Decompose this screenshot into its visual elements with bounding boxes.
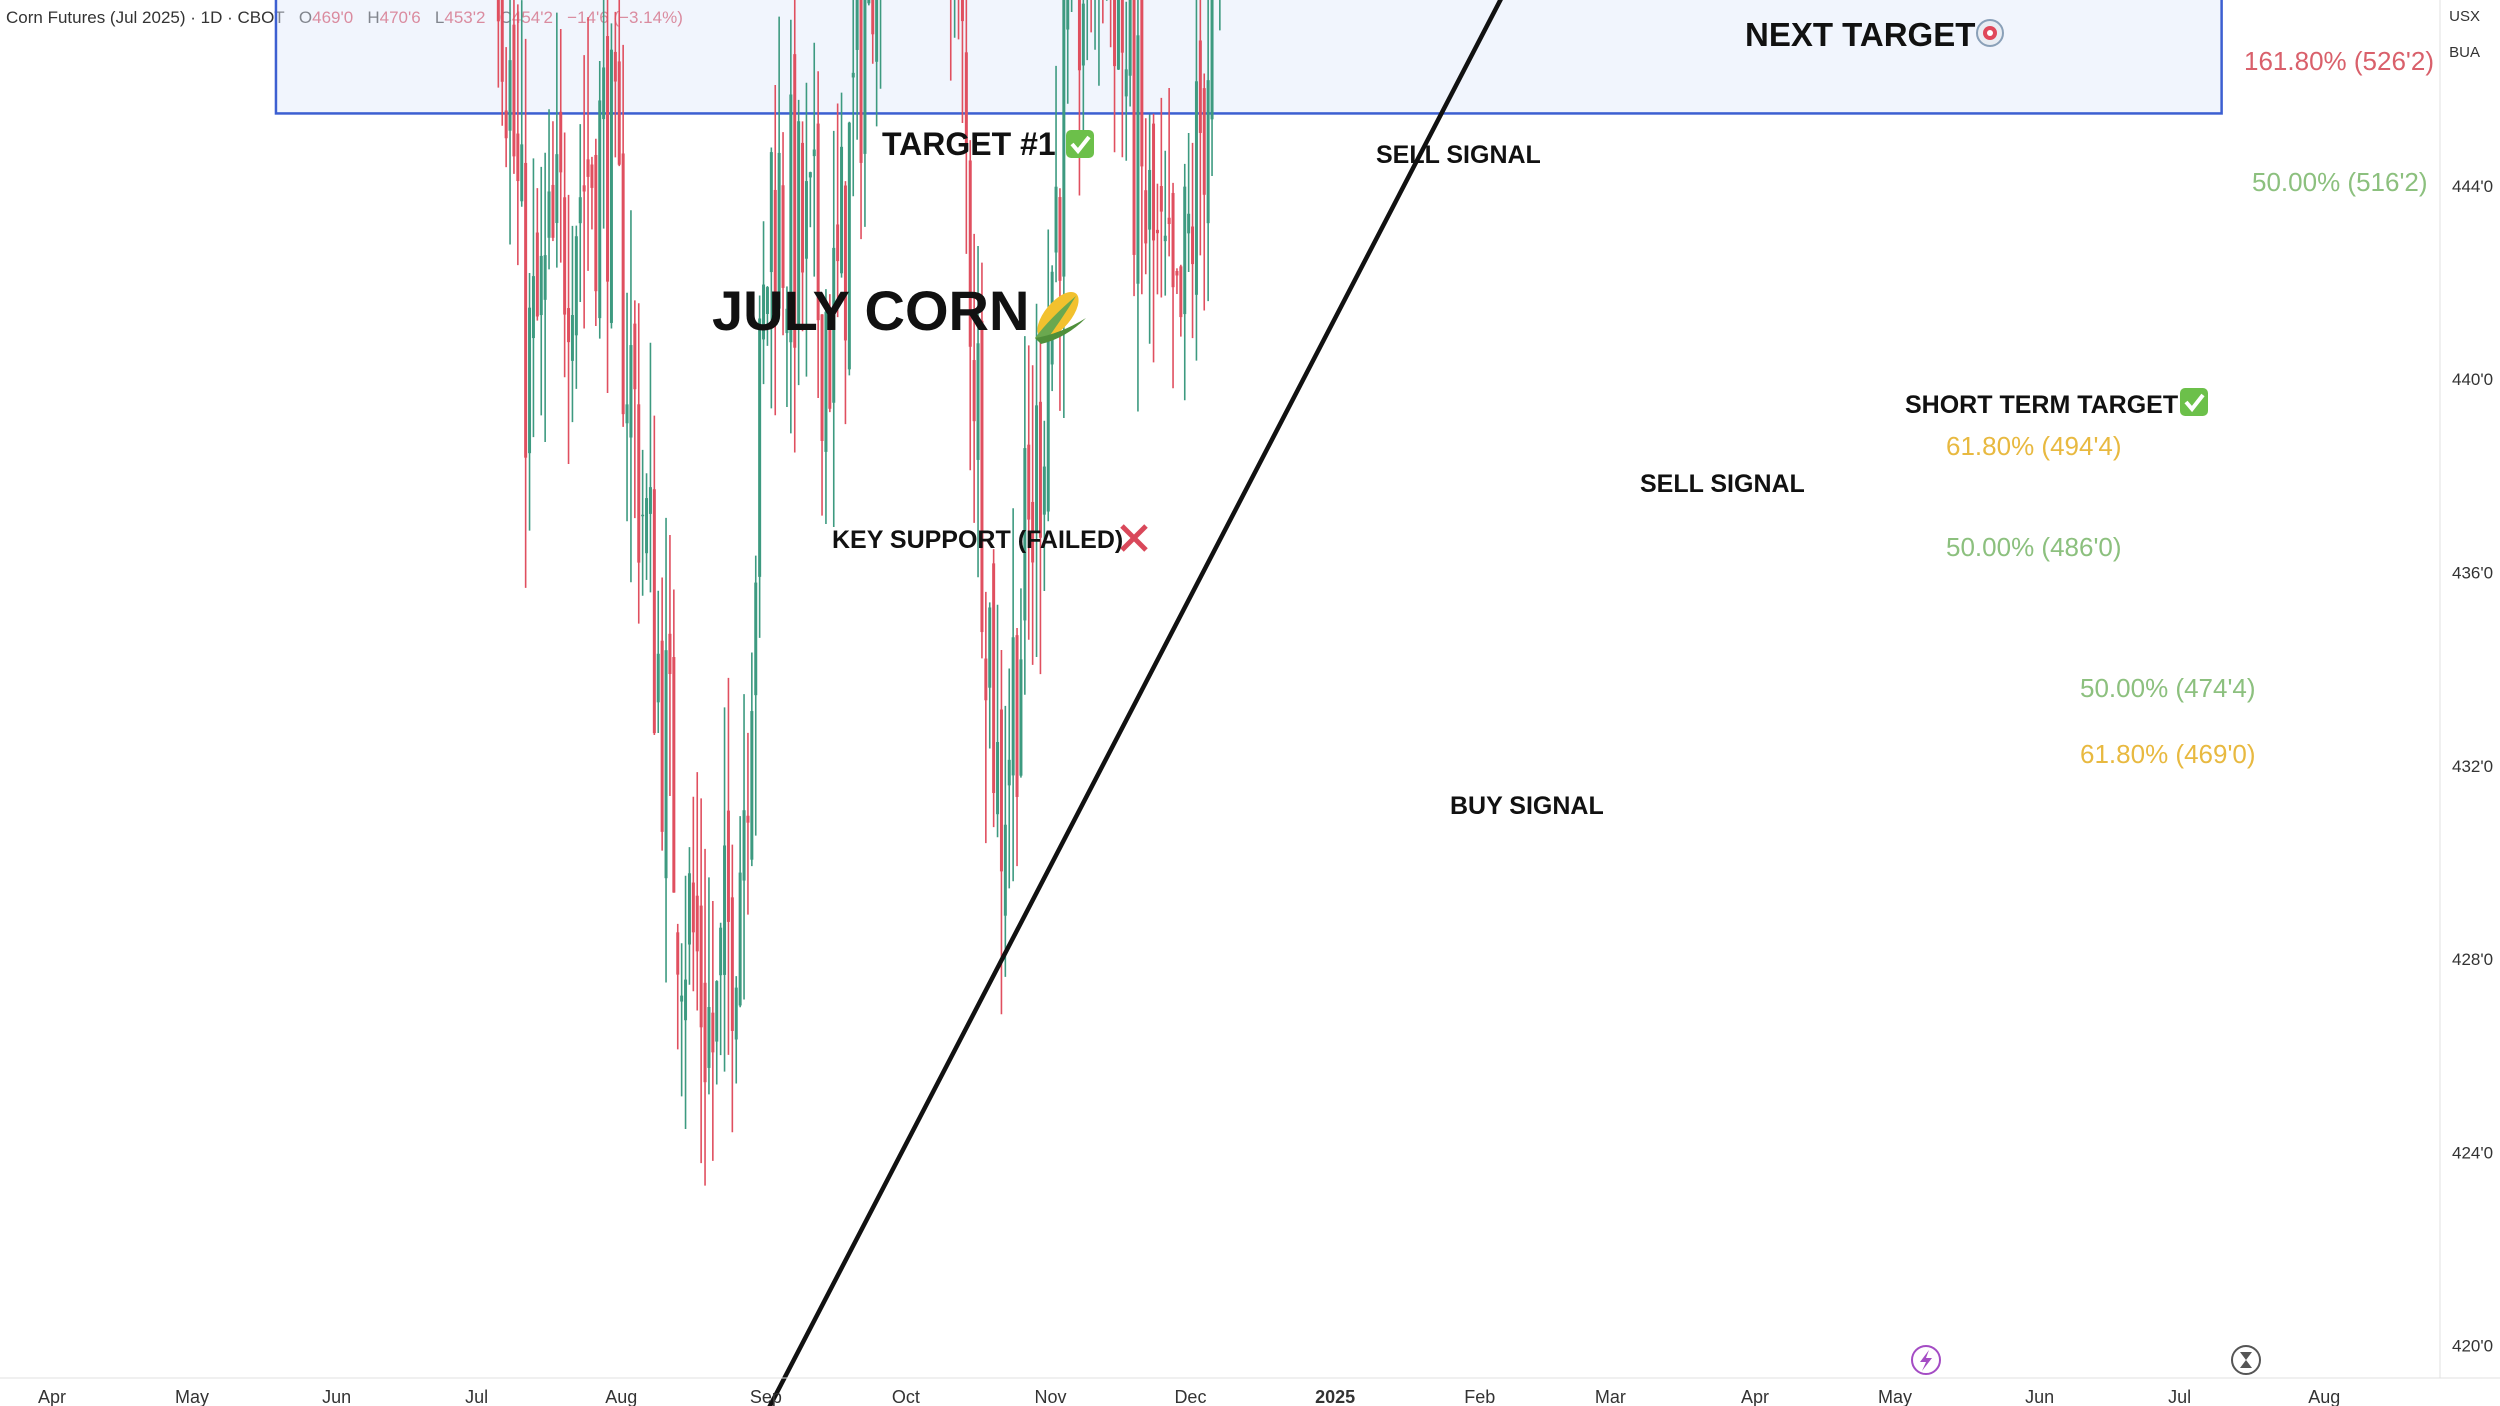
x-tick-label: Jun <box>2025 1387 2054 1406</box>
title-label: JULY CORN <box>712 279 1029 342</box>
check-icon <box>1066 130 1094 158</box>
sell-signal-label-1: SELL SIGNAL <box>1376 141 1541 169</box>
cross-icon <box>1120 524 1148 552</box>
change-value: −14'6 (−3.14%) <box>567 8 683 27</box>
x-tick-label: May <box>1878 1387 1912 1406</box>
candles <box>496 0 1221 1186</box>
y-tick-label: 440'0 <box>2452 370 2493 389</box>
unit-label: BUA <box>2449 44 2480 61</box>
x-tick-label: Feb <box>1464 1387 1495 1406</box>
y-tick-label: 444'0 <box>2452 177 2493 196</box>
x-tick-label: Apr <box>38 1387 66 1406</box>
y-tick-label: 420'0 <box>2452 1337 2493 1356</box>
x-tick-label: Aug <box>605 1387 637 1406</box>
x-tick-label: May <box>175 1387 209 1406</box>
fib-50-top-label: 50.00% (516'2) <box>2252 167 2428 197</box>
open-label: O <box>298 8 313 27</box>
x-tick-label: Jun <box>322 1387 351 1406</box>
sell-signal-label-2: SELL SIGNAL <box>1640 470 1805 498</box>
corn-icon <box>1035 291 1086 344</box>
fib-618-469-label: 61.80% (469'0) <box>2080 739 2256 769</box>
x-tick-label: Nov <box>1034 1387 1066 1406</box>
y-tick-label: 424'0 <box>2452 1143 2493 1162</box>
key-support-label: KEY SUPPORT (FAILED) <box>832 526 1123 554</box>
x-tick-label: Mar <box>1595 1387 1626 1406</box>
x-tick-label: Oct <box>892 1387 920 1406</box>
y-tick-label: 428'0 <box>2452 950 2493 969</box>
x-tick-label: Aug <box>2308 1387 2340 1406</box>
lightning-icon[interactable] <box>1911 1345 1941 1375</box>
symbol-label: Corn Futures (Jul 2025) · 1D · CBOT <box>6 8 285 27</box>
x-tick-label: 2025 <box>1315 1387 1355 1406</box>
low-label: L <box>434 8 445 27</box>
fib-161-label: 161.80% (526'2) <box>2244 46 2434 76</box>
fib-50-474-label: 50.00% (474'4) <box>2080 673 2256 703</box>
short-term-target-label: SHORT TERM TARGET <box>1905 391 2178 419</box>
x-tick-label: Apr <box>1741 1387 1769 1406</box>
x-tick-label: Dec <box>1174 1387 1206 1406</box>
high-label: H <box>367 8 380 27</box>
currency-label: USX <box>2449 8 2480 25</box>
y-tick-label: 436'0 <box>2452 563 2493 582</box>
buy-signal-label: BUY SIGNAL <box>1450 792 1604 820</box>
check-icon <box>2180 388 2208 416</box>
x-tick-label: Sep <box>750 1387 782 1406</box>
y-tick-label: 432'0 <box>2452 757 2493 776</box>
hourglass-icon[interactable] <box>2231 1345 2261 1375</box>
low-value: 453'2 <box>444 8 486 27</box>
x-tick-label: Jul <box>2168 1387 2191 1406</box>
target1-label: TARGET #1 <box>882 126 1056 162</box>
x-tick-label: Jul <box>465 1387 488 1406</box>
trendline <box>767 0 1503 1406</box>
next-target-label: NEXT TARGET <box>1745 16 1975 53</box>
high-value: 470'6 <box>379 8 421 27</box>
open-value: 469'0 <box>312 8 354 27</box>
target-icon <box>1976 19 2004 47</box>
fib-618-494-label: 61.80% (494'4) <box>1946 431 2122 461</box>
y-tick-label: 448'0 <box>2452 0 2493 3</box>
fib-50-486-label: 50.00% (486'0) <box>1946 532 2122 562</box>
